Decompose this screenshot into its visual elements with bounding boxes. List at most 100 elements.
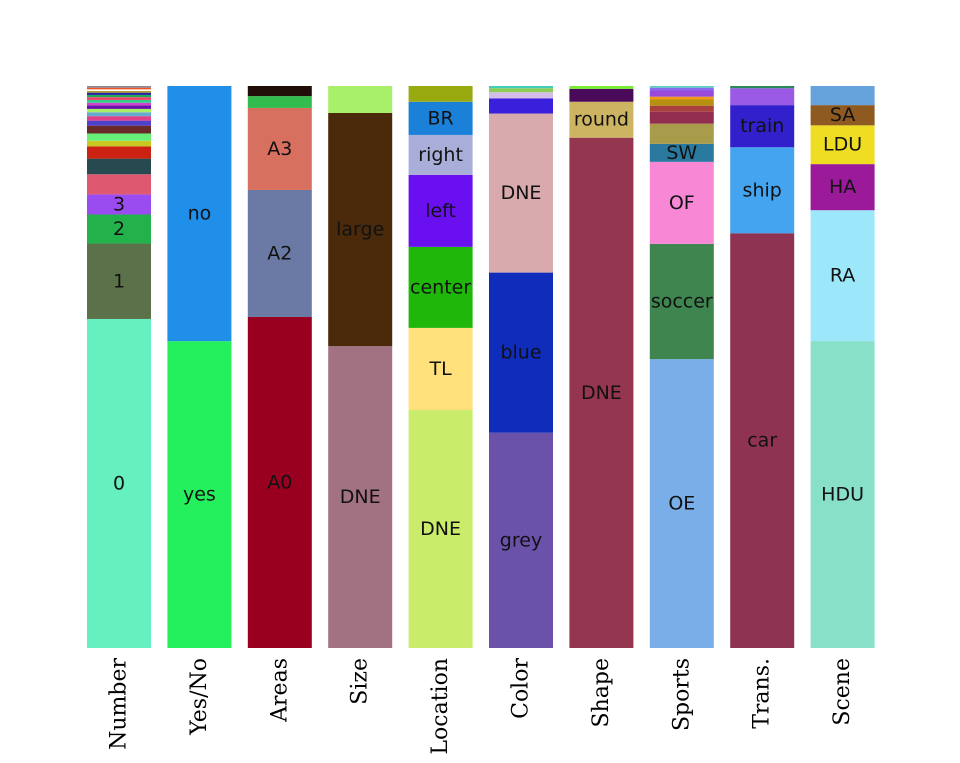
category-label-number: Number <box>107 658 132 750</box>
bar-segment-color-grey <box>489 432 553 648</box>
bar-segment-sports-11 <box>649 86 714 88</box>
bar-segment-shape-3 <box>569 86 634 89</box>
bar-segment-scene-ldu <box>810 125 875 165</box>
bar-segment-number-0 <box>87 318 151 648</box>
segment-label-areas-a2: A2 <box>267 242 292 264</box>
category-label-shape: Shape <box>589 658 614 727</box>
bar-segment-trans-4 <box>730 86 795 89</box>
segment-label-location-tl: TL <box>428 358 452 380</box>
segment-label-sports-soccer: soccer <box>651 291 713 313</box>
bars-layer <box>87 86 875 649</box>
segment-label-sports-of: OF <box>669 192 695 214</box>
bar-segment-shape-dne <box>569 137 634 648</box>
bar-segment-location-left <box>408 174 473 247</box>
bar-segment-sports-of <box>649 161 714 244</box>
bar-segment-location-6 <box>408 86 473 102</box>
bar-segment-sports-8 <box>649 96 714 100</box>
bar-segment-color-5 <box>489 88 553 93</box>
bar-segment-scene-ha <box>810 164 875 211</box>
bar-segment-areas-4 <box>247 86 312 97</box>
bar-segment-color-6 <box>489 86 553 89</box>
bar-segment-sports-4 <box>649 123 714 144</box>
category-label-size: Size <box>348 658 373 705</box>
bar-segment-number-15 <box>87 102 151 106</box>
bar-segment-trans-ship <box>730 147 795 234</box>
segment-label-trans-ship: ship <box>743 179 782 201</box>
bar-segment-number-16 <box>87 99 151 103</box>
segment-label-scene-ldu: LDU <box>823 134 862 156</box>
segment-label-areas-a3: A3 <box>267 138 292 160</box>
bar-segment-number-8 <box>87 133 151 141</box>
segment-label-size-dne: DNE <box>340 486 381 508</box>
segment-label-trans-car: car <box>747 430 777 452</box>
segment-label-color-dne: DNE <box>501 182 542 204</box>
bar-segment-trans-car <box>730 233 795 649</box>
bar-segment-location-tl <box>408 327 473 411</box>
bar-segment-shape-2 <box>569 88 634 102</box>
category-label-sports: Sports <box>669 658 694 731</box>
bar-segment-number-13 <box>87 108 151 113</box>
bar-segment-number-23 <box>87 86 151 88</box>
segment-label-trans-train: train <box>740 115 784 137</box>
segment-label-size-large: large <box>336 219 384 241</box>
bar-segment-trans-3 <box>730 88 795 106</box>
category-label-scene: Scene <box>830 658 855 726</box>
bar-segment-number-14 <box>87 105 151 109</box>
bar-segment-areas-3 <box>247 96 312 108</box>
category-label-location: Location <box>428 658 453 755</box>
bar-segment-sports-9 <box>649 90 714 97</box>
bar-segment-areas-a2 <box>247 189 312 317</box>
segment-label-shape-dne: DNE <box>581 382 622 404</box>
bar-segment-location-dne <box>408 410 473 648</box>
segment-label-number-2: 2 <box>113 218 125 240</box>
bar-segment-color-3 <box>489 98 553 114</box>
bar-segment-number-12 <box>87 112 151 117</box>
bar-segment-yes-no-no <box>167 86 232 342</box>
bar-segment-shape-round <box>569 101 634 138</box>
bar-segment-number-5 <box>87 158 151 175</box>
bar-segment-location-center <box>408 246 473 328</box>
category-label-trans: Trans. <box>750 658 775 729</box>
bar-segment-areas-a3 <box>247 107 312 190</box>
segment-label-location-br: BR <box>427 107 453 129</box>
segment-label-number-1: 1 <box>113 270 125 292</box>
bar-segment-number-21 <box>87 89 151 92</box>
segment-label-scene-hdu: HDU <box>821 484 864 506</box>
bar-segment-sports-sw <box>649 143 714 162</box>
bar-segment-sports-10 <box>649 87 714 91</box>
category-label-yes-no: Yes/No <box>187 658 212 736</box>
segment-labels-layer: 0 1 2 3 yes no A0 A2 A3 DNE large DNE TL center left ri… <box>113 104 864 551</box>
bar-segment-size-dne <box>328 346 393 648</box>
bar-segment-sports-soccer <box>649 243 714 360</box>
bar-segment-scene-hdu <box>810 341 875 648</box>
bar-segment-number-22 <box>87 87 151 90</box>
segment-label-areas-a0: A0 <box>267 471 292 493</box>
bar-segment-number-20 <box>87 91 151 93</box>
segment-label-number-3: 3 <box>113 193 125 215</box>
segment-label-sports-oe: OE <box>668 493 695 515</box>
bar-segment-number-1 <box>87 243 151 319</box>
bar-segment-yes-no-yes <box>167 341 232 648</box>
segment-label-scene-sa: SA <box>830 104 855 126</box>
bar-segment-number-7 <box>87 140 151 147</box>
segment-label-shape-round: round <box>574 109 629 131</box>
bar-segment-sports-oe <box>649 359 714 648</box>
bar-segment-number-3 <box>87 194 151 215</box>
bar-segment-number-19 <box>87 92 151 95</box>
bar-segment-number-2 <box>87 214 151 244</box>
segment-label-location-right: right <box>418 144 463 166</box>
bar-segment-sports-5 <box>649 111 714 124</box>
bar-segment-color-dne <box>489 113 553 273</box>
bar-segment-size-large <box>328 112 393 347</box>
bar-segment-sports-7 <box>649 99 714 106</box>
bar-segment-scene-ra <box>810 210 875 342</box>
bar-segment-trans-train <box>730 105 795 148</box>
category-label-color: Color <box>509 658 534 719</box>
category-label-areas: Areas <box>267 658 292 723</box>
segment-label-scene-ha: HA <box>829 176 856 198</box>
bar-segment-color-blue <box>489 272 553 433</box>
bar-segment-scene-sa <box>810 105 875 126</box>
segment-label-number-0: 0 <box>113 472 125 494</box>
segment-label-location-dne: DNE <box>420 518 461 540</box>
